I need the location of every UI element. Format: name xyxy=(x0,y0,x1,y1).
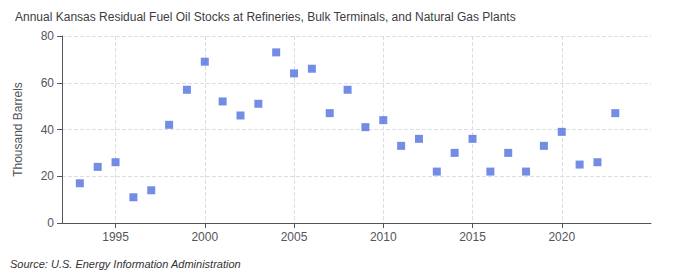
svg-text:80: 80 xyxy=(41,29,55,43)
svg-text:2000: 2000 xyxy=(191,230,218,244)
svg-text:60: 60 xyxy=(41,76,55,90)
svg-text:Thousand Barrels: Thousand Barrels xyxy=(11,82,25,177)
svg-text:40: 40 xyxy=(41,123,55,137)
svg-text:0: 0 xyxy=(47,216,54,230)
svg-text:2015: 2015 xyxy=(459,230,486,244)
svg-text:2020: 2020 xyxy=(548,230,575,244)
svg-text:1995: 1995 xyxy=(102,230,129,244)
svg-text:Source: U.S. Energy Informatio: Source: U.S. Energy Information Administ… xyxy=(10,258,241,270)
svg-text:2010: 2010 xyxy=(370,230,397,244)
svg-text:Annual Kansas Residual Fuel Oi: Annual Kansas Residual Fuel Oil Stocks a… xyxy=(15,10,516,24)
svg-text:20: 20 xyxy=(41,169,55,183)
svg-text:2005: 2005 xyxy=(281,230,308,244)
